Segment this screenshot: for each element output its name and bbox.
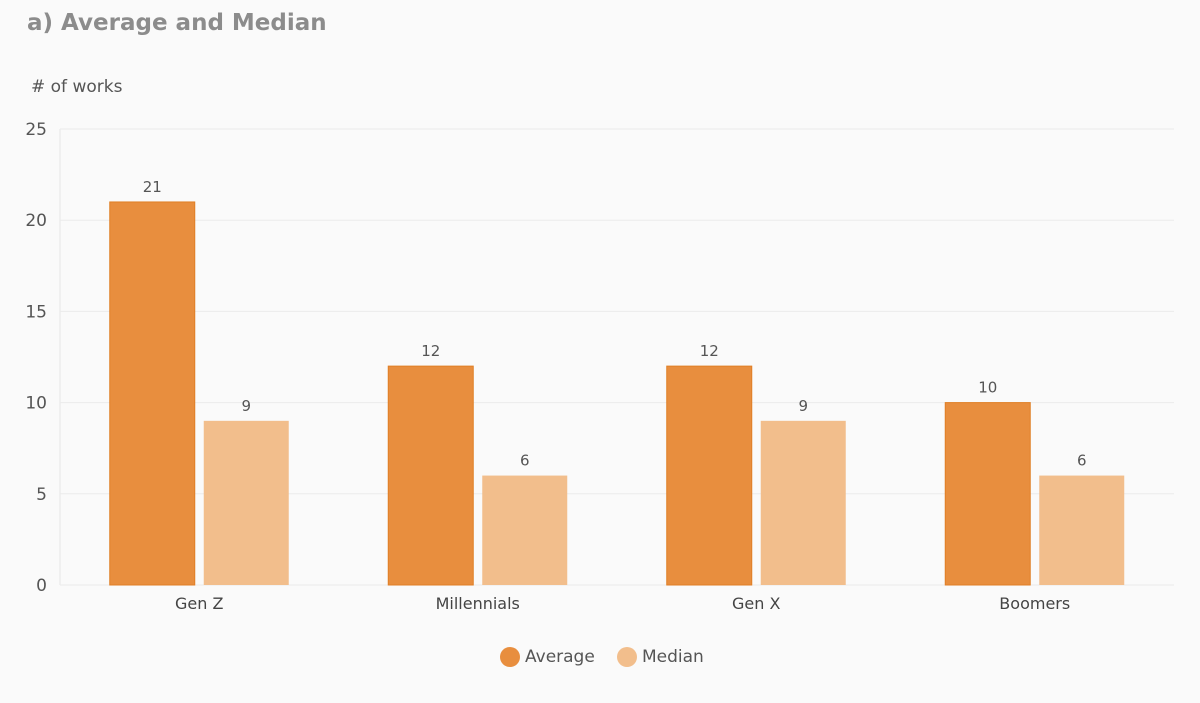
bar-average: [944, 402, 1031, 586]
bar-average: [666, 365, 753, 586]
bar-median: [482, 475, 568, 585]
x-tick-label: Boomers: [999, 594, 1070, 613]
y-axis-label: # of works: [31, 77, 123, 97]
legend-label: Median: [642, 647, 704, 667]
data-label: 6: [520, 452, 530, 470]
bar-median: [760, 420, 846, 585]
chart-title: a) Average and Median: [27, 10, 327, 36]
x-tick-label: Gen Z: [175, 594, 223, 613]
y-tick-label: 10: [25, 394, 47, 414]
bar-average: [387, 365, 474, 586]
bar-median: [1039, 475, 1125, 585]
y-tick-label: 0: [36, 576, 47, 596]
legend-swatch-median: [617, 647, 637, 667]
data-label: 12: [421, 342, 440, 360]
data-label: 9: [798, 397, 808, 415]
x-tick-label: Gen X: [732, 594, 780, 613]
data-label: 21: [143, 178, 162, 196]
y-tick-label: 25: [25, 120, 47, 140]
y-tick-label: 15: [25, 302, 47, 322]
y-tick-label: 20: [25, 211, 47, 231]
data-label: 9: [241, 397, 251, 415]
y-tick-label: 5: [36, 485, 47, 505]
data-label: 6: [1077, 452, 1087, 470]
x-tick-label: Millennials: [436, 594, 520, 613]
bar-average: [109, 201, 196, 586]
data-label: 12: [700, 342, 719, 360]
bar-median: [203, 420, 289, 585]
legend-label: Average: [525, 647, 595, 667]
data-label: 10: [978, 379, 997, 397]
legend-swatch-average: [500, 647, 520, 667]
